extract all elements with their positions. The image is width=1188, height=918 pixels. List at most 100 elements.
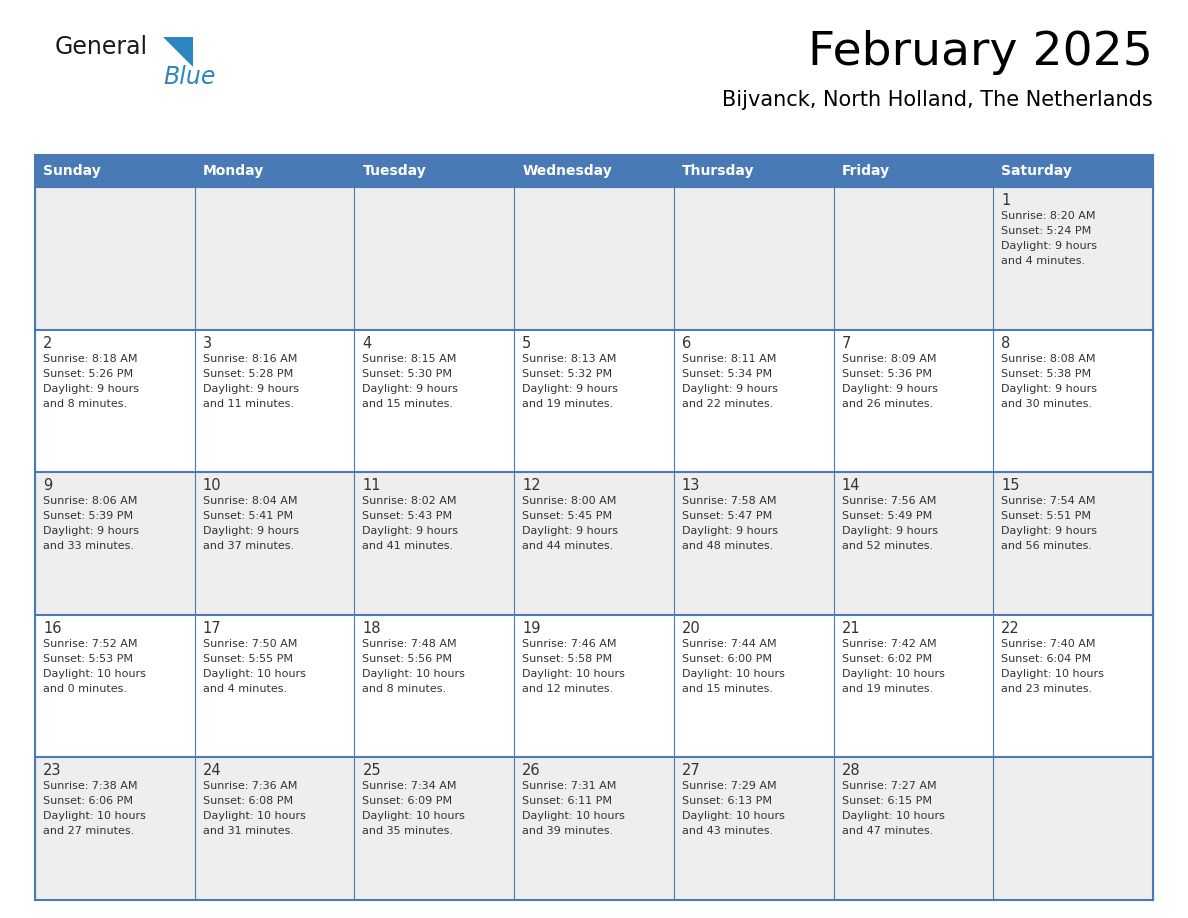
Text: and 43 minutes.: and 43 minutes. [682, 826, 773, 836]
Text: Sunrise: 8:20 AM: Sunrise: 8:20 AM [1001, 211, 1095, 221]
Text: Thursday: Thursday [682, 164, 754, 178]
Bar [993, 155, 1154, 187]
Text: 6: 6 [682, 336, 691, 351]
Text: Sunset: 6:15 PM: Sunset: 6:15 PM [841, 797, 931, 806]
Text: Sunrise: 7:44 AM: Sunrise: 7:44 AM [682, 639, 777, 649]
Bar [195, 187, 354, 330]
Text: Sunrise: 8:16 AM: Sunrise: 8:16 AM [203, 353, 297, 364]
Text: and 41 minutes.: and 41 minutes. [362, 542, 454, 551]
Bar [195, 472, 354, 615]
Text: Daylight: 9 hours: Daylight: 9 hours [682, 384, 778, 394]
Text: Sunrise: 7:40 AM: Sunrise: 7:40 AM [1001, 639, 1095, 649]
Bar [354, 155, 514, 187]
Text: Daylight: 10 hours: Daylight: 10 hours [362, 812, 466, 822]
Bar [674, 757, 834, 900]
Bar [674, 472, 834, 615]
Text: Daylight: 9 hours: Daylight: 9 hours [362, 526, 459, 536]
Text: Daylight: 10 hours: Daylight: 10 hours [43, 812, 146, 822]
Text: Sunrise: 8:18 AM: Sunrise: 8:18 AM [43, 353, 138, 364]
Text: Daylight: 9 hours: Daylight: 9 hours [203, 526, 298, 536]
Text: Daylight: 9 hours: Daylight: 9 hours [43, 384, 139, 394]
Bar [354, 330, 514, 472]
Bar [674, 330, 834, 472]
Bar [834, 155, 993, 187]
Bar [34, 757, 195, 900]
Text: General: General [55, 35, 148, 59]
Bar [514, 472, 674, 615]
Bar [195, 330, 354, 472]
Text: 18: 18 [362, 621, 381, 636]
Bar [34, 187, 195, 330]
Text: Bijvanck, North Holland, The Netherlands: Bijvanck, North Holland, The Netherlands [722, 90, 1154, 110]
Bar [34, 615, 195, 757]
Text: Sunrise: 8:11 AM: Sunrise: 8:11 AM [682, 353, 776, 364]
Text: Daylight: 9 hours: Daylight: 9 hours [1001, 241, 1098, 251]
Text: Sunrise: 7:50 AM: Sunrise: 7:50 AM [203, 639, 297, 649]
Text: 24: 24 [203, 764, 221, 778]
Text: Sunrise: 7:48 AM: Sunrise: 7:48 AM [362, 639, 457, 649]
Text: 10: 10 [203, 478, 221, 493]
Text: Daylight: 10 hours: Daylight: 10 hours [1001, 669, 1104, 678]
Text: 5: 5 [523, 336, 531, 351]
Bar [514, 757, 674, 900]
Bar [993, 472, 1154, 615]
Text: and 4 minutes.: and 4 minutes. [203, 684, 286, 694]
Text: Sunset: 5:30 PM: Sunset: 5:30 PM [362, 369, 453, 378]
Text: 21: 21 [841, 621, 860, 636]
Text: and 31 minutes.: and 31 minutes. [203, 826, 293, 836]
Text: Daylight: 10 hours: Daylight: 10 hours [203, 812, 305, 822]
Text: and 4 minutes.: and 4 minutes. [1001, 256, 1086, 266]
Bar [834, 187, 993, 330]
Text: 22: 22 [1001, 621, 1020, 636]
Bar [993, 187, 1154, 330]
Text: Sunrise: 8:04 AM: Sunrise: 8:04 AM [203, 497, 297, 506]
Text: Sunrise: 7:58 AM: Sunrise: 7:58 AM [682, 497, 776, 506]
Text: 14: 14 [841, 478, 860, 493]
Text: 26: 26 [523, 764, 541, 778]
Text: and 44 minutes.: and 44 minutes. [523, 542, 613, 551]
Text: Friday: Friday [841, 164, 890, 178]
Text: Daylight: 10 hours: Daylight: 10 hours [43, 669, 146, 678]
Bar [34, 472, 195, 615]
Text: Daylight: 9 hours: Daylight: 9 hours [841, 384, 937, 394]
Text: 4: 4 [362, 336, 372, 351]
Text: and 47 minutes.: and 47 minutes. [841, 826, 933, 836]
Bar [514, 330, 674, 472]
Text: Daylight: 9 hours: Daylight: 9 hours [1001, 384, 1098, 394]
Text: Sunday: Sunday [43, 164, 101, 178]
Text: and 35 minutes.: and 35 minutes. [362, 826, 454, 836]
Text: and 39 minutes.: and 39 minutes. [523, 826, 613, 836]
Text: Sunset: 5:39 PM: Sunset: 5:39 PM [43, 511, 133, 521]
Text: Sunset: 5:51 PM: Sunset: 5:51 PM [1001, 511, 1092, 521]
Text: Daylight: 9 hours: Daylight: 9 hours [523, 384, 618, 394]
Text: Sunset: 5:36 PM: Sunset: 5:36 PM [841, 369, 931, 378]
Bar [195, 615, 354, 757]
Text: and 11 minutes.: and 11 minutes. [203, 398, 293, 409]
Text: Sunrise: 8:13 AM: Sunrise: 8:13 AM [523, 353, 617, 364]
Text: Daylight: 10 hours: Daylight: 10 hours [682, 669, 785, 678]
Text: 7: 7 [841, 336, 851, 351]
Text: Sunset: 6:06 PM: Sunset: 6:06 PM [43, 797, 133, 806]
Text: Sunset: 5:58 PM: Sunset: 5:58 PM [523, 654, 612, 664]
Text: Daylight: 9 hours: Daylight: 9 hours [841, 526, 937, 536]
Bar [674, 187, 834, 330]
Bar [993, 330, 1154, 472]
Text: and 56 minutes.: and 56 minutes. [1001, 542, 1092, 551]
Text: 27: 27 [682, 764, 701, 778]
Text: and 12 minutes.: and 12 minutes. [523, 684, 613, 694]
Text: Sunset: 5:41 PM: Sunset: 5:41 PM [203, 511, 292, 521]
Text: Sunrise: 7:34 AM: Sunrise: 7:34 AM [362, 781, 457, 791]
Bar [354, 187, 514, 330]
Text: and 23 minutes.: and 23 minutes. [1001, 684, 1093, 694]
Text: Daylight: 9 hours: Daylight: 9 hours [203, 384, 298, 394]
Text: 17: 17 [203, 621, 221, 636]
Text: Sunset: 5:45 PM: Sunset: 5:45 PM [523, 511, 612, 521]
Text: and 48 minutes.: and 48 minutes. [682, 542, 773, 551]
Text: Sunset: 5:24 PM: Sunset: 5:24 PM [1001, 226, 1092, 236]
Bar [195, 757, 354, 900]
Text: Sunset: 5:28 PM: Sunset: 5:28 PM [203, 369, 293, 378]
Text: 25: 25 [362, 764, 381, 778]
Text: Sunrise: 7:31 AM: Sunrise: 7:31 AM [523, 781, 617, 791]
Text: Sunrise: 8:02 AM: Sunrise: 8:02 AM [362, 497, 457, 506]
Text: and 0 minutes.: and 0 minutes. [43, 684, 127, 694]
